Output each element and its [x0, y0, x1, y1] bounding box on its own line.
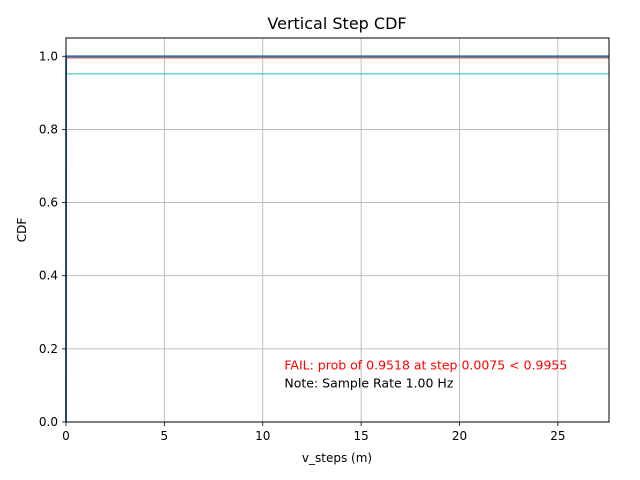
plot-frame — [65, 37, 610, 423]
x-tick-label: 5 — [161, 429, 169, 443]
y-tick-label: 0.4 — [39, 269, 58, 283]
annotation-text: FAIL: prob of 0.9518 at step 0.0075 < 0.… — [284, 357, 567, 372]
annotations: FAIL: prob of 0.9518 at step 0.0075 < 0.… — [284, 357, 567, 390]
y-axis-label: CDF — [15, 218, 29, 243]
x-tick-label: 25 — [550, 429, 565, 443]
x-axis-label: v_steps (m) — [302, 451, 372, 465]
x-axis-ticks: 0 5 10 15 20 25 — [62, 422, 565, 443]
annotation-text: Note: Sample Rate 1.00 Hz — [284, 376, 453, 391]
x-tick-label: 0 — [62, 429, 70, 443]
y-tick-label: 1.0 — [39, 49, 58, 63]
y-tick-label: 0.6 — [39, 196, 58, 210]
y-tick-label: 0.2 — [39, 342, 58, 356]
x-tick-label: 15 — [353, 429, 368, 443]
threshold-lines — [66, 57, 609, 75]
y-axis-ticks: 0.0 0.2 0.4 0.6 0.8 1.0 — [39, 49, 66, 429]
x-tick-label: 10 — [255, 429, 270, 443]
y-tick-label: 0.8 — [39, 122, 58, 136]
y-tick-label: 0.0 — [39, 415, 58, 429]
x-tick-label: 20 — [452, 429, 467, 443]
chart-title: Vertical Step CDF — [267, 14, 406, 33]
